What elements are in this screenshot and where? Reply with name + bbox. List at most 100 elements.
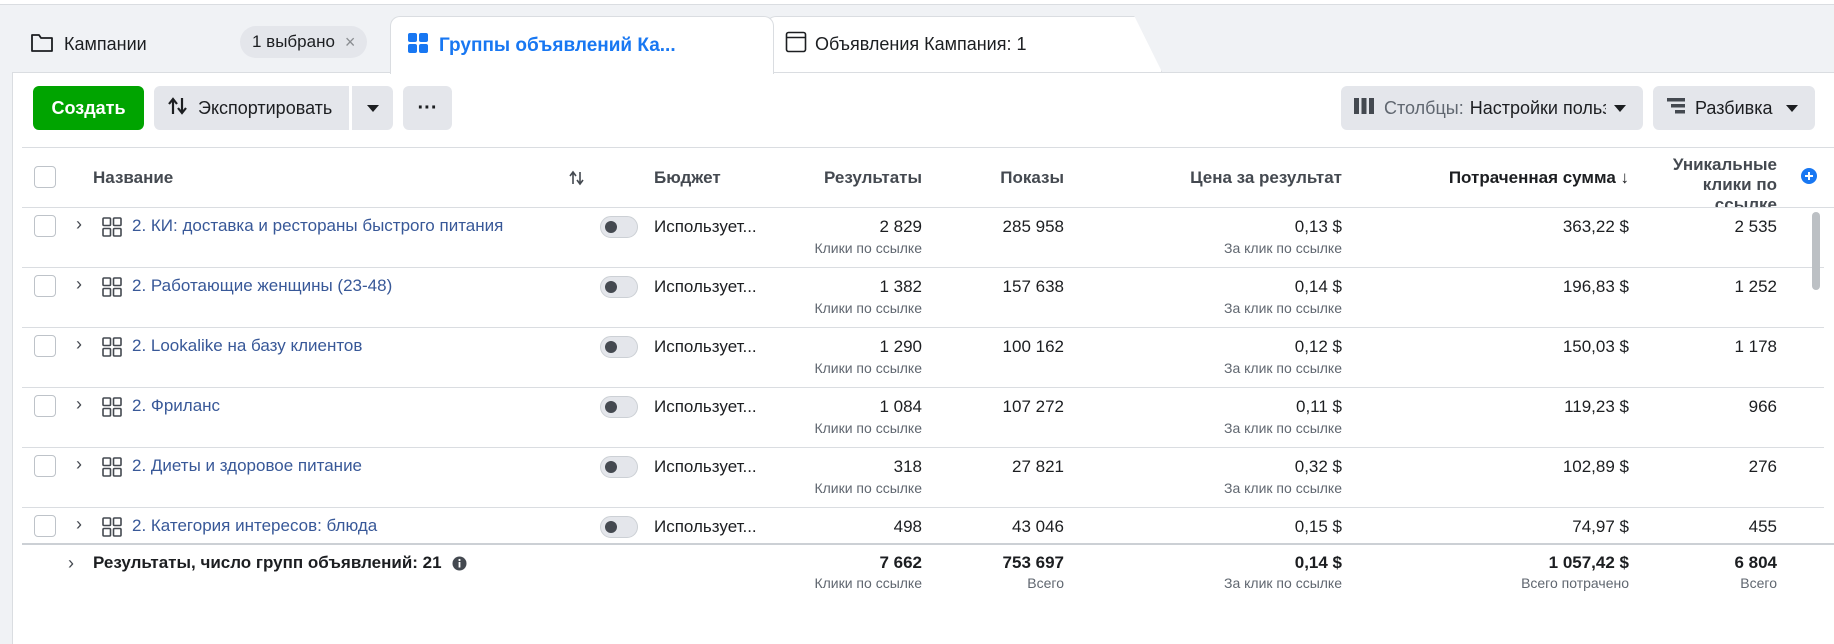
ad-window-icon: [785, 31, 807, 58]
amount-spent-value: 74,97 $: [1572, 517, 1629, 536]
export-label: Экспортировать: [198, 97, 333, 118]
budget-cell: Использует...: [654, 277, 757, 296]
header-bottom-border: [22, 207, 1834, 208]
unique-clicks-value: 966: [1748, 397, 1777, 416]
totals-amount-spent-sub: Всего потрачено: [1521, 575, 1629, 591]
amount-spent-value: 196,83 $: [1562, 277, 1629, 296]
unique-clicks-value: 455: [1748, 517, 1777, 536]
adset-name-link[interactable]: 2. Работающие женщины (23-48): [132, 276, 393, 295]
adset-icon: [102, 337, 122, 362]
expand-chevron-icon[interactable]: ›: [76, 454, 82, 474]
header-impressions[interactable]: Показы: [1000, 168, 1064, 187]
expand-chevron-icon[interactable]: ›: [76, 334, 82, 354]
adset-name-link[interactable]: 2. КИ: доставка и рестораны быстрого пит…: [132, 216, 504, 235]
results-sub: Клики по ссылке: [814, 480, 922, 496]
totals-top-border: [22, 543, 1834, 545]
cost-per-result-value: 0,12 $: [1294, 337, 1342, 356]
totals-unique-clicks: 6 804: [1734, 553, 1777, 572]
budget-cell: Использует...: [654, 217, 757, 236]
tab-campaigns-label: Кампании: [64, 33, 147, 54]
adset-icon: [102, 277, 122, 302]
export-dropdown-button[interactable]: [352, 86, 393, 130]
header-cost-per-result[interactable]: Цена за результат: [1190, 168, 1342, 187]
info-icon[interactable]: [452, 556, 467, 576]
adset-toggle[interactable]: [600, 516, 638, 538]
adset-toggle[interactable]: [600, 276, 638, 298]
unique-clicks-value: 2 535: [1734, 217, 1777, 236]
results-value: 1 290: [879, 337, 922, 356]
row-checkbox[interactable]: [34, 455, 56, 477]
tab-campaigns[interactable]: Кампании 1 выбрано ×: [12, 16, 384, 72]
unique-clicks-value: 276: [1748, 457, 1777, 476]
header-budget[interactable]: Бюджет: [654, 168, 721, 187]
columns-value: Настройки пользователя: [1469, 97, 1606, 118]
results-value: 498: [893, 517, 922, 536]
adset-name-link[interactable]: 2. Фриланс: [132, 396, 221, 415]
row-checkbox[interactable]: [34, 515, 56, 537]
sort-icon[interactable]: [569, 170, 585, 191]
expand-chevron-icon[interactable]: ›: [76, 274, 82, 294]
results-sub: Клики по ссылке: [814, 420, 922, 436]
expand-chevron-icon[interactable]: ›: [76, 514, 82, 534]
budget-cell: Использует...: [654, 397, 757, 416]
amount-spent-value: 119,23 $: [1564, 397, 1629, 416]
results-value: 318: [893, 457, 922, 476]
tab-ads[interactable]: Объявления Кампания: 1: [766, 16, 1162, 72]
impressions-value: 285 958: [1002, 217, 1064, 236]
unique-clicks-value: 1 252: [1734, 277, 1777, 296]
totals-impressions-sub: Всего: [1027, 575, 1064, 591]
header-unique-clicks-line3: ссылке: [1714, 195, 1777, 207]
amount-spent-value: 363,22 $: [1562, 217, 1629, 236]
more-options-button[interactable]: ···: [403, 86, 452, 130]
vertical-scrollbar[interactable]: [1812, 212, 1820, 290]
breakdown-icon: [1667, 97, 1685, 120]
adset-name-link[interactable]: 2. Категория интересов: блюда: [132, 516, 378, 535]
adset-icon: [102, 457, 122, 482]
row-checkbox[interactable]: [34, 395, 56, 417]
cost-per-result-value: 0,14 $: [1294, 277, 1342, 296]
budget-cell: Использует...: [654, 517, 757, 536]
select-all-checkbox[interactable]: [34, 166, 56, 188]
clear-selection-icon[interactable]: ×: [344, 31, 356, 52]
adset-icon: [102, 397, 122, 422]
row-checkbox[interactable]: [34, 335, 56, 357]
create-button[interactable]: Создать: [33, 86, 144, 130]
add-column-icon[interactable]: [1800, 167, 1818, 190]
adset-toggle[interactable]: [600, 396, 638, 418]
header-name[interactable]: Название: [93, 168, 174, 187]
breakdown-button[interactable]: Разбивка: [1653, 86, 1815, 130]
impressions-value: 43 046: [1012, 517, 1064, 536]
header-unique-clicks[interactable]: Уникальные клики по ссылке: [1673, 155, 1777, 207]
expand-chevron-icon[interactable]: ›: [76, 214, 82, 234]
totals-cost-per-result: 0,14 $: [1294, 553, 1342, 572]
results-value: 2 829: [879, 217, 922, 236]
header-results[interactable]: Результаты: [823, 168, 922, 187]
header-amount-spent[interactable]: Потраченная сумма ↓: [1448, 168, 1629, 187]
adset-toggle[interactable]: [600, 216, 638, 238]
impressions-value: 27 821: [1012, 457, 1064, 476]
totals-expand-chevron-icon[interactable]: ›: [68, 553, 74, 573]
columns-button[interactable]: Столбцы: Настройки пользователя: [1341, 86, 1643, 130]
cost-per-result-sub: За клик по ссылке: [1224, 480, 1342, 496]
columns-icon: [1354, 97, 1374, 120]
adset-toggle[interactable]: [600, 456, 638, 478]
tab-adsets[interactable]: Группы объявлений Ка...: [390, 16, 774, 74]
impressions-value: 157 638: [1002, 277, 1064, 296]
row-divider: [22, 447, 1824, 448]
cost-per-result-value: 0,13 $: [1294, 217, 1342, 236]
tab-adsets-label: Группы объявлений Ка...: [439, 34, 676, 56]
adset-name-link[interactable]: 2. Lookalike на базу клиентов: [132, 336, 363, 355]
amount-spent-value: 150,03 $: [1562, 337, 1629, 356]
row-checkbox[interactable]: [34, 215, 56, 237]
budget-cell: Использует...: [654, 457, 757, 476]
results-value: 1 084: [879, 397, 922, 416]
selected-count-badge[interactable]: 1 выбрано ×: [240, 26, 368, 58]
unique-clicks-value: 1 178: [1734, 337, 1777, 356]
adset-name-link[interactable]: 2. Диеты и здоровое питание: [132, 456, 363, 475]
adset-toggle[interactable]: [600, 336, 638, 358]
cost-per-result-value: 0,15 $: [1294, 517, 1342, 536]
row-checkbox[interactable]: [34, 275, 56, 297]
expand-chevron-icon[interactable]: ›: [76, 394, 82, 414]
export-button[interactable]: Экспортировать: [154, 86, 349, 130]
cost-per-result-sub: За клик по ссылке: [1224, 360, 1342, 376]
